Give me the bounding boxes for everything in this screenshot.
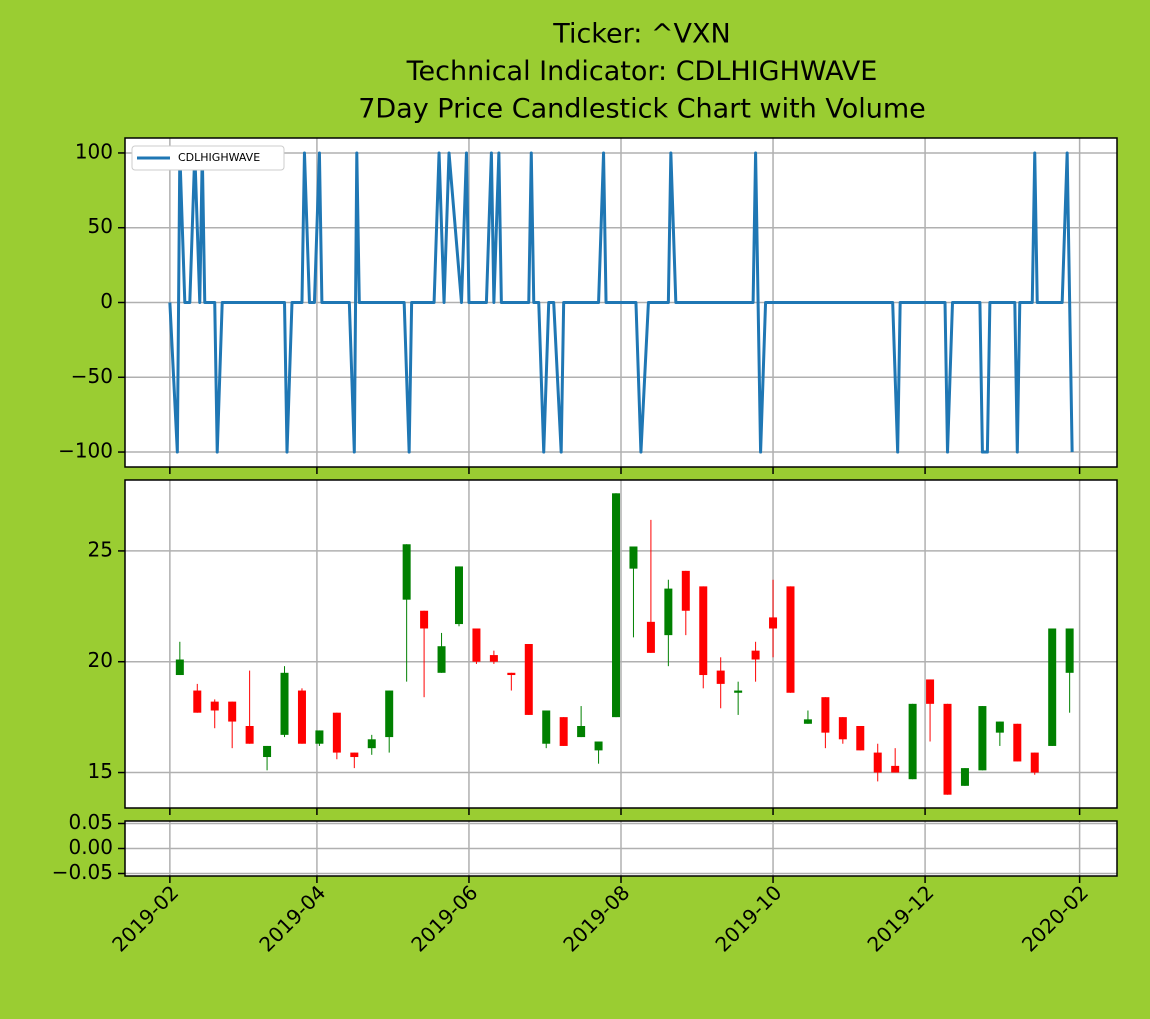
legend-label: CDLHIGHWAVE — [178, 151, 260, 164]
y-tick-label: 0.00 — [68, 835, 113, 859]
legend-box — [131, 145, 285, 171]
candle-body — [297, 690, 306, 744]
plot-frame — [124, 479, 1118, 809]
candle-body — [699, 586, 708, 676]
candle-body — [856, 726, 865, 751]
plot-frame — [124, 820, 1118, 877]
candle-body — [577, 726, 586, 738]
candle-body — [1030, 752, 1039, 773]
candle-body — [420, 610, 429, 629]
candle-body — [280, 672, 289, 735]
y-tick-label: 20 — [88, 648, 113, 672]
y-tick-label: −50 — [71, 364, 113, 388]
candle-body — [803, 719, 812, 724]
candle-body — [350, 752, 359, 758]
candle-body — [175, 659, 184, 676]
y-tick-label: 100 — [75, 139, 113, 163]
candle-body — [263, 745, 272, 758]
candle-body — [926, 679, 935, 704]
candle-body — [786, 586, 795, 693]
y-tick-label: 15 — [88, 759, 113, 783]
candle-body — [908, 703, 917, 780]
candle-body — [769, 617, 778, 629]
candle-body — [193, 690, 202, 713]
candle-body — [228, 701, 237, 722]
candle-body — [943, 703, 952, 795]
candle-body — [385, 690, 394, 738]
candle-body — [978, 706, 987, 771]
candle-body — [402, 544, 411, 600]
candle-body — [542, 710, 551, 744]
y-tick-label: 25 — [88, 537, 113, 561]
candle-body — [437, 646, 446, 673]
chart-title: Technical Indicator: CDLHIGHWAVE — [406, 56, 878, 87]
candle-body — [646, 621, 655, 653]
candle-body — [1013, 723, 1022, 762]
candle-body — [1065, 628, 1074, 673]
plot-frame — [124, 137, 1118, 468]
y-tick-label: 50 — [88, 214, 113, 238]
candle-body — [454, 566, 463, 625]
candle-body — [838, 717, 847, 740]
candle-body — [332, 712, 341, 753]
candle-body — [734, 690, 743, 693]
candle-body — [367, 739, 376, 749]
candle-body — [245, 726, 254, 744]
candle-body — [594, 741, 603, 751]
y-tick-label: 0 — [100, 289, 113, 313]
candle-body — [960, 768, 969, 786]
candle-body — [821, 697, 830, 733]
chart-title: Ticker: ^VXN — [552, 19, 730, 50]
y-tick-label: −100 — [58, 439, 113, 463]
chart-title: 7Day Price Candlestick Chart with Volume — [358, 94, 926, 125]
y-tick-label: −0.05 — [52, 860, 113, 884]
candle-body — [716, 670, 725, 684]
candle-body — [751, 650, 760, 660]
candle-body — [629, 546, 638, 569]
candle-body — [524, 644, 533, 715]
candle-body — [210, 701, 219, 711]
candle-body — [559, 717, 568, 746]
candle-body — [664, 588, 673, 636]
candle-body — [612, 493, 621, 718]
candle-body — [1048, 628, 1057, 746]
candle-body — [995, 721, 1004, 733]
candle-body — [315, 730, 324, 744]
candle-body — [891, 765, 900, 773]
candle-body — [507, 672, 516, 676]
indicator-line — [168, 151, 1074, 454]
candle-body — [681, 570, 690, 611]
candle-body — [873, 752, 882, 773]
y-tick-label: 0.05 — [68, 810, 113, 834]
candle-body — [489, 655, 498, 662]
candle-body — [472, 628, 481, 662]
